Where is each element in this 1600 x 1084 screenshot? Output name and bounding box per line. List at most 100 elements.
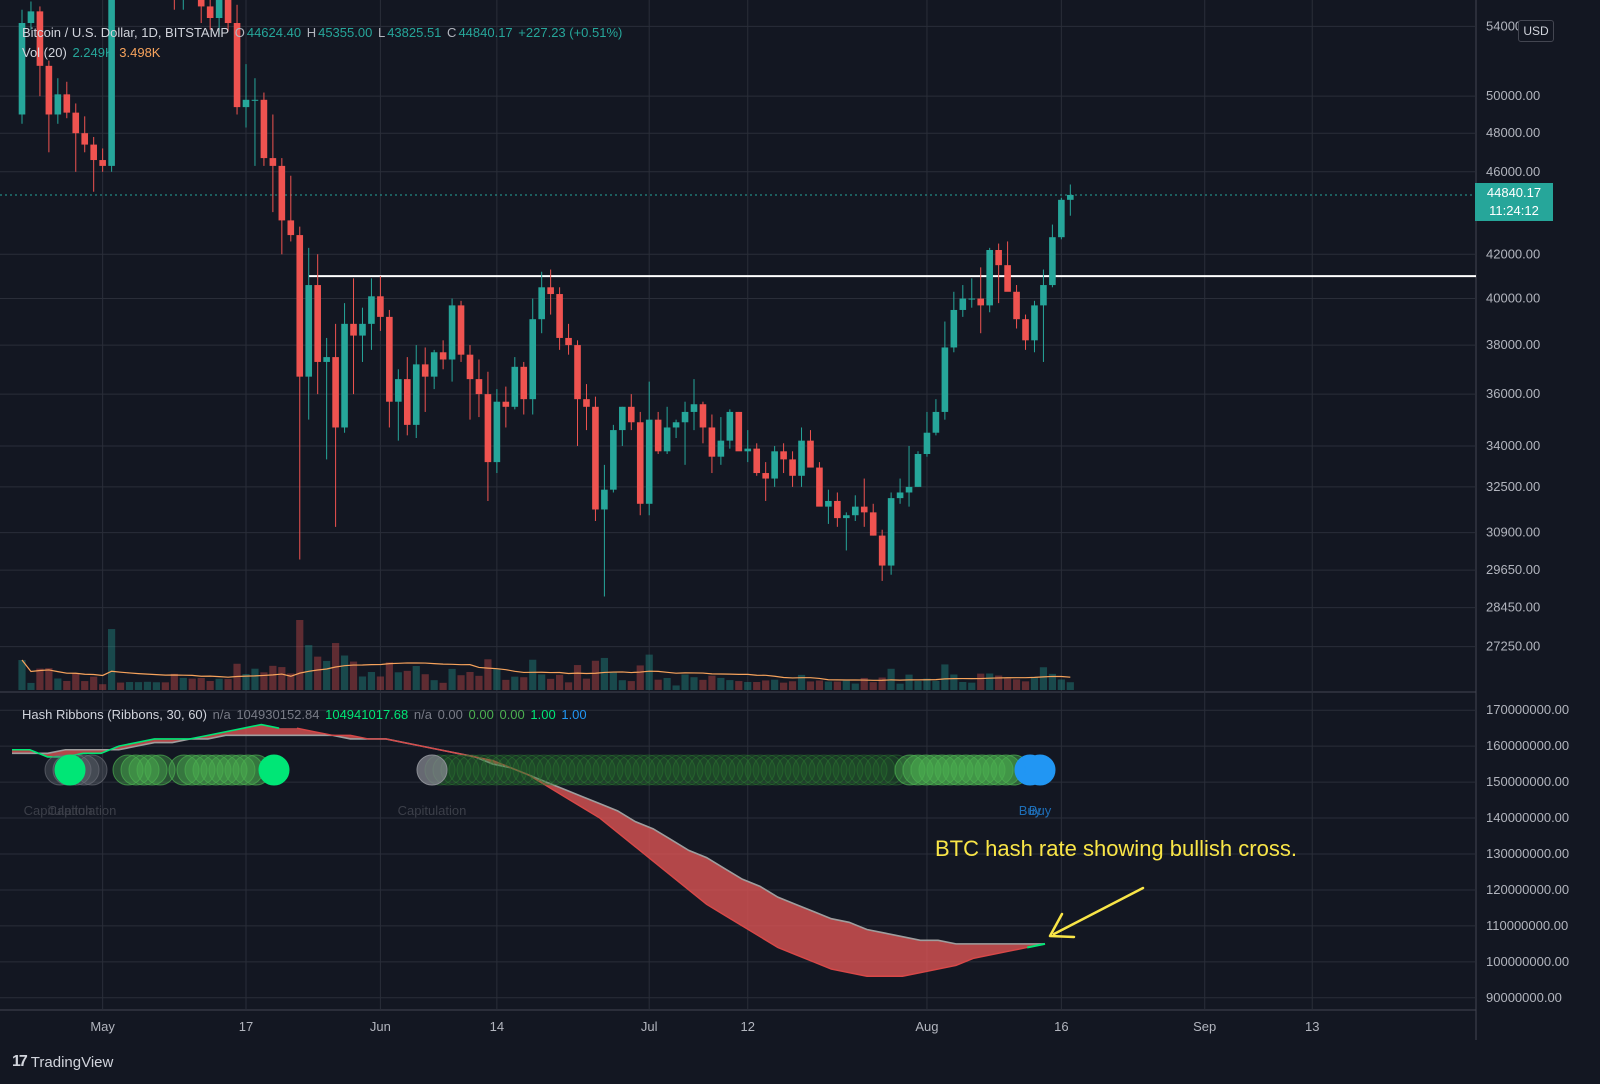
hash-tick-label: 130000000.00 (1486, 846, 1569, 861)
volume-bar (269, 665, 277, 690)
candle-body (825, 500, 832, 507)
currency-badge[interactable]: USD (1518, 20, 1554, 42)
signal-dot (648, 754, 680, 786)
price-tick-label: 28450.00 (1486, 600, 1540, 615)
volume-bar (394, 672, 402, 690)
volume-bar (278, 667, 286, 690)
brand-logo[interactable]: 17 TradingView (12, 1053, 113, 1071)
candle-body (368, 296, 375, 324)
signal-label: Buy (1029, 803, 1052, 818)
candle-body (206, 6, 214, 18)
signal-dot (208, 754, 240, 786)
signal-dot (958, 754, 990, 786)
signal-dot (624, 754, 656, 786)
x-tick-label: Jun (370, 1019, 391, 1034)
signal-dot (728, 754, 760, 786)
signal-dot (120, 754, 152, 786)
candle-body (690, 404, 698, 412)
hash-tick-label: 150000000.00 (1486, 774, 1569, 789)
hash-tick-label: 120000000.00 (1486, 882, 1569, 897)
signal-dot (472, 754, 504, 786)
candle-body (430, 352, 438, 377)
candle-body (403, 379, 411, 425)
candle-body (242, 99, 250, 108)
candle-body (90, 144, 97, 161)
close-value: 44840.17 (458, 25, 513, 40)
annotation-arrow (1048, 886, 1145, 939)
volume-bar (564, 682, 573, 690)
volume-bar (99, 684, 107, 690)
signal-dot (656, 754, 688, 786)
volume-bar (860, 677, 868, 690)
volume-bar (108, 629, 116, 690)
symbol-title[interactable]: Bitcoin / U.S. Dollar, 1D, BITSTAMP (22, 25, 230, 40)
candle-body (556, 294, 563, 338)
volume-bar (582, 678, 591, 690)
candle-body (610, 430, 617, 490)
volume-bar (914, 680, 922, 690)
volume-bar (681, 674, 689, 690)
signal-dot (128, 754, 160, 786)
volume-bar (663, 677, 671, 690)
candle-body (457, 305, 465, 355)
signal-dot (784, 754, 816, 786)
candle-body (619, 406, 626, 431)
candle-body (762, 473, 769, 479)
candle-body (950, 309, 958, 348)
volume-bar (1030, 676, 1039, 690)
price-tick-label: 46000.00 (1486, 164, 1540, 179)
high-label: H (306, 25, 317, 40)
volume-bar (45, 668, 53, 690)
candle-body (260, 99, 268, 159)
volume-bar (788, 681, 797, 690)
volume-bar (753, 682, 761, 690)
volume-bar (72, 673, 80, 690)
signal-dot (512, 754, 544, 786)
candle-body (359, 323, 366, 336)
candle-body (1049, 237, 1056, 286)
signal-dot (54, 754, 86, 786)
indicator-title[interactable]: Hash Ribbons (Ribbons, 30, 60) (22, 707, 207, 722)
candle-body (18, 23, 26, 115)
signal-dot (480, 754, 512, 786)
indicator-v5: 0.00 (437, 707, 463, 722)
volume-bar (950, 674, 958, 690)
candle-body (493, 401, 501, 463)
tradingview-icon: 17 (12, 1053, 28, 1070)
signal-dot (824, 754, 856, 786)
signal-dot (752, 754, 784, 786)
volume-bar (412, 665, 420, 690)
candle-body (887, 498, 895, 566)
volume-value: 2.249K (72, 45, 114, 60)
volume-bar (815, 680, 824, 690)
signal-dot (552, 754, 584, 786)
hash-tick-label: 140000000.00 (1486, 810, 1569, 825)
signal-dot (696, 754, 728, 786)
candle-body (771, 451, 778, 479)
price-tick-label: 38000.00 (1486, 337, 1540, 352)
volume-bar (224, 679, 232, 690)
volume-ma-value: 3.498K (119, 45, 161, 60)
volume-bar (170, 673, 178, 690)
signal-dot (456, 754, 488, 786)
volume-bar (932, 680, 940, 690)
price-tick-label: 42000.00 (1486, 246, 1540, 261)
volume-bar (90, 676, 98, 690)
volume-bar (726, 680, 734, 690)
hash-ribbon (12, 723, 1046, 977)
volume-bar (771, 679, 779, 690)
signal-dot (568, 754, 600, 786)
hash-ma-30-cross (1026, 942, 1046, 949)
volume-bar (529, 659, 537, 690)
signal-dot (712, 754, 744, 786)
candle-body (233, 23, 241, 108)
candle-body (681, 411, 689, 423)
signal-dot (664, 754, 696, 786)
volume-bar (735, 681, 743, 690)
candle-body (197, 0, 205, 7)
volume-bar (349, 661, 358, 690)
signal-label: Capitulation (48, 803, 117, 818)
volume-title[interactable]: Vol (20) (22, 45, 67, 60)
candle-body (412, 364, 420, 425)
